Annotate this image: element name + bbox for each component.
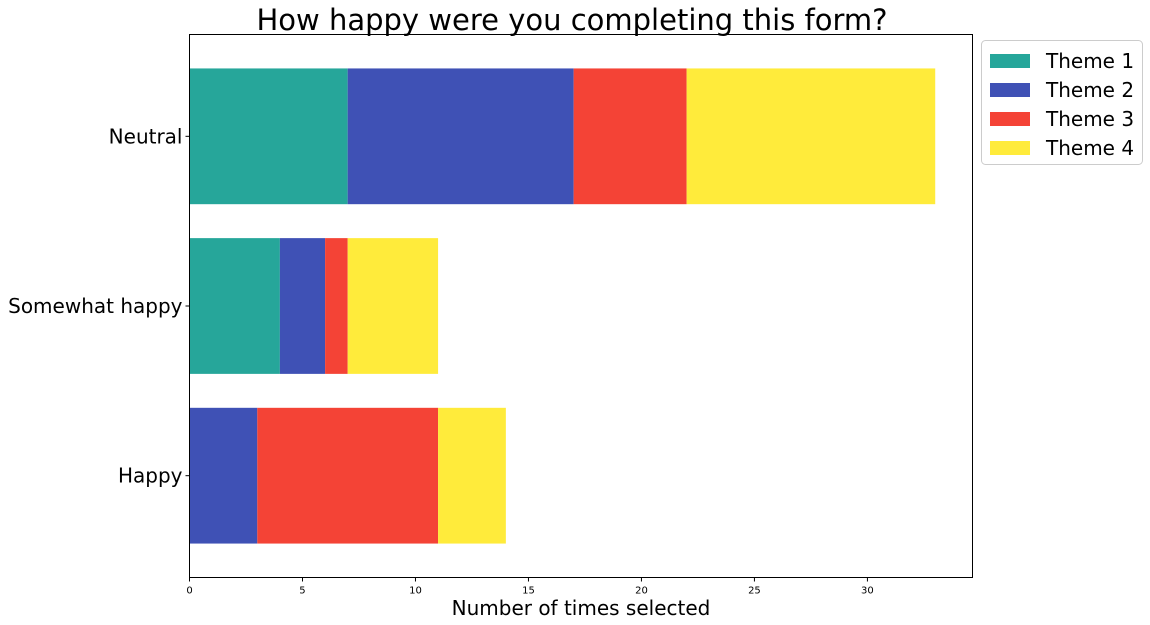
- x-tick-label: 25: [748, 586, 761, 597]
- bar-neutral-theme-1: [189, 68, 348, 205]
- bar-somewhat-happy-theme-2: [279, 238, 326, 374]
- legend: Theme 1 Theme 2 Theme 3 Theme 4: [981, 40, 1143, 165]
- legend-swatch: [990, 112, 1030, 126]
- bar-somewhat-happy-theme-4: [347, 238, 439, 374]
- x-tick-label: 15: [522, 586, 535, 597]
- category-label: Somewhat happy: [8, 294, 183, 318]
- bar-neutral-theme-3: [573, 68, 687, 205]
- legend-label: Theme 1: [1045, 49, 1134, 73]
- bar-somewhat-happy-theme-1: [189, 238, 280, 374]
- x-tick-label: 30: [861, 586, 874, 597]
- bar-happy-theme-2: [189, 407, 258, 544]
- legend-box: [981, 40, 1143, 165]
- legend-swatch: [990, 83, 1030, 97]
- bar-somewhat-happy-theme-3: [325, 238, 348, 374]
- x-tick-label: 20: [635, 586, 648, 597]
- bar-happy-theme-3: [257, 407, 439, 544]
- x-tick-label: 5: [299, 586, 305, 597]
- bar-neutral-theme-2: [347, 68, 574, 205]
- legend-swatch: [990, 54, 1030, 68]
- x-axis-label: Number of times selected: [452, 596, 711, 620]
- chart-title: How happy were you completing this form?: [256, 3, 887, 37]
- category-labels: Neutral Somewhat happy Happy: [8, 124, 190, 488]
- bars-group: [189, 68, 936, 544]
- category-label: Neutral: [109, 124, 183, 148]
- legend-label: Theme 2: [1045, 78, 1134, 102]
- category-label: Happy: [118, 464, 183, 488]
- legend-swatch: [990, 141, 1030, 155]
- bar-happy-theme-4: [438, 407, 506, 544]
- x-axis-ticks: 0 5 10 15 20 25 30: [186, 577, 874, 597]
- x-tick-label: 0: [186, 586, 192, 597]
- bar-neutral-theme-4: [686, 68, 936, 205]
- x-tick-label: 10: [409, 586, 422, 597]
- legend-label: Theme 3: [1045, 107, 1134, 131]
- legend-label: Theme 4: [1045, 136, 1134, 160]
